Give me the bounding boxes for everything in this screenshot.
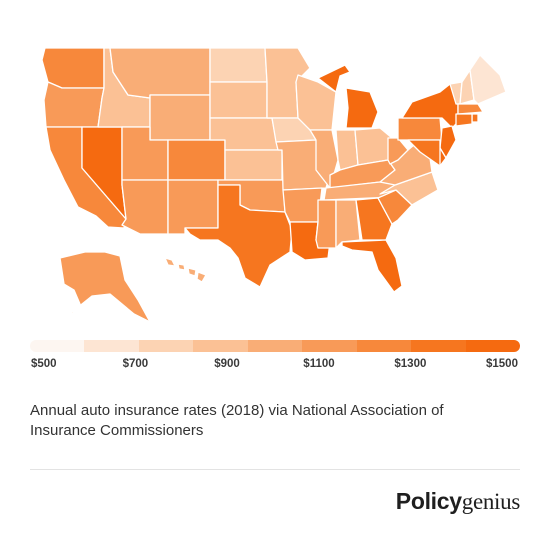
state-ak <box>59 251 151 323</box>
us-insurance-rate-map <box>41 47 507 323</box>
legend-label: $1100 <box>303 358 335 370</box>
state-co <box>167 139 226 181</box>
state-wy <box>149 94 211 141</box>
divider <box>30 469 520 470</box>
state-hi <box>164 257 207 283</box>
state-pa <box>397 117 443 141</box>
legend-label: $500 <box>31 358 57 370</box>
state-ms <box>315 199 337 249</box>
legend-swatch-3 <box>193 340 248 352</box>
legend-label: $1500 <box>486 358 518 370</box>
state-fl <box>341 239 403 293</box>
state-mt <box>109 47 211 99</box>
map-caption: Annual auto insurance rates (2018) via N… <box>30 402 444 439</box>
state-ri <box>471 113 479 123</box>
legend-label: $1300 <box>394 358 427 370</box>
state-oh <box>354 127 393 166</box>
state-me <box>469 54 507 105</box>
legend-swatch-7 <box>411 340 466 352</box>
logo-text-genius: genius <box>461 489 521 514</box>
state-wa <box>41 47 105 89</box>
state-ma <box>457 103 484 115</box>
state-tx <box>184 184 293 288</box>
logo-text-policy: Policy <box>395 488 462 514</box>
state-in <box>335 129 359 171</box>
legend-swatch-5 <box>302 340 357 352</box>
state-nd <box>209 47 268 83</box>
state-ct <box>455 113 473 127</box>
legend-label: $700 <box>122 358 149 370</box>
state-or <box>43 81 105 128</box>
legend-tick-labels: $500 $700 $900 $1100 $1300 $1500 <box>0 358 550 374</box>
legend-swatch-1 <box>84 340 139 352</box>
state-ar <box>282 187 323 223</box>
state-sd <box>209 81 268 119</box>
legend-label: $900 <box>214 358 240 370</box>
legend-swatch-2 <box>138 340 194 352</box>
state-md <box>407 139 441 167</box>
legend-swatch-8 <box>465 340 520 352</box>
legend-swatch-6 <box>356 340 412 352</box>
state-ks <box>224 149 283 181</box>
legend-swatch-4 <box>247 340 303 352</box>
legend-swatch-0 <box>30 340 85 352</box>
policygenius-logo: Policygenius <box>395 488 521 515</box>
state-nm <box>167 179 219 235</box>
color-scale-legend <box>30 340 520 352</box>
state-az <box>121 179 169 235</box>
